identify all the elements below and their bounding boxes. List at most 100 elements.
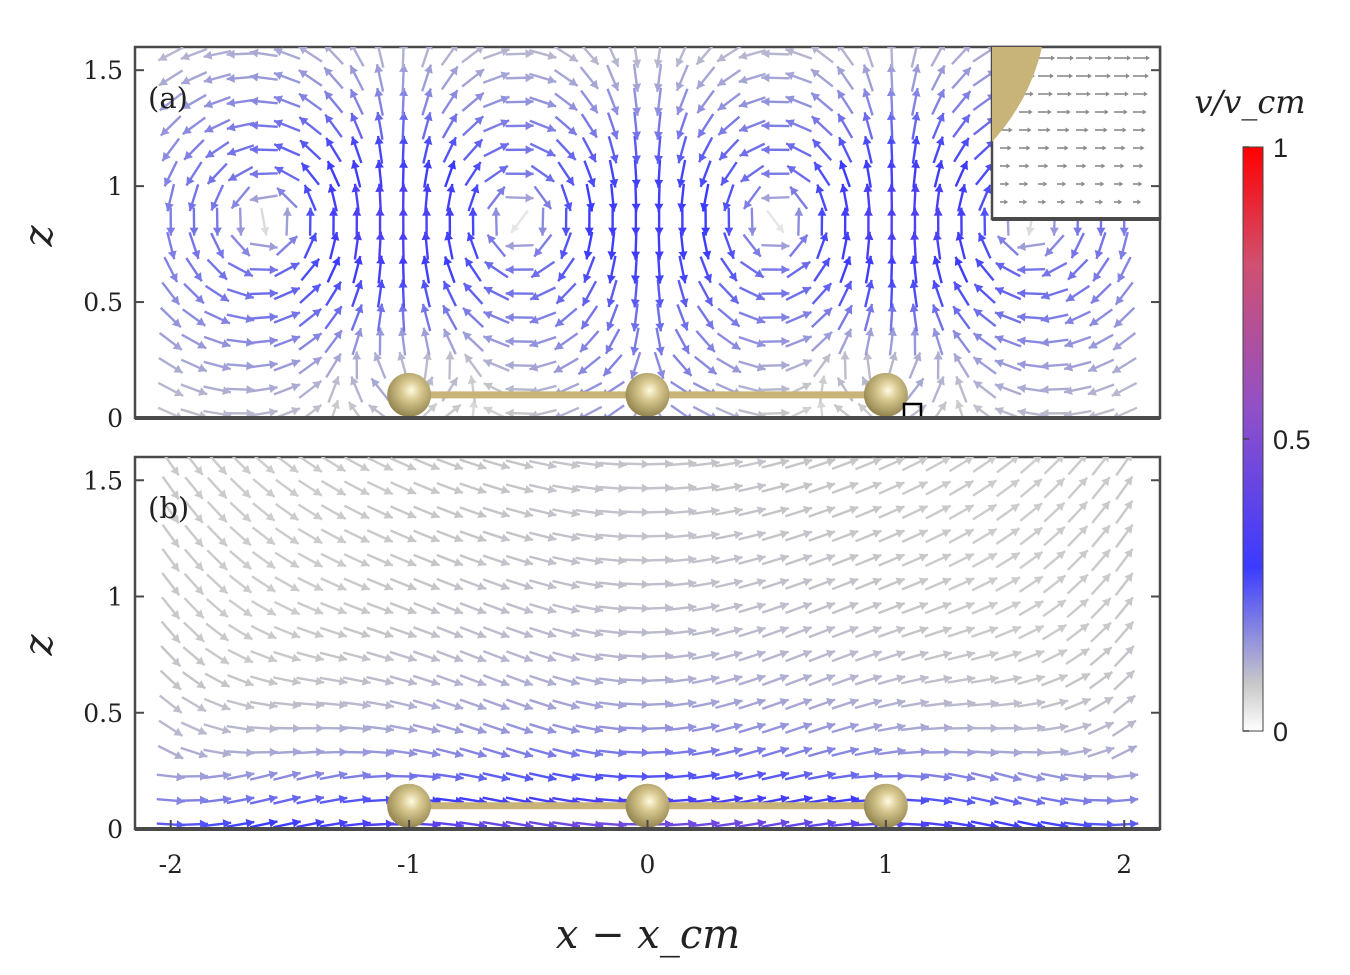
flow-arrow bbox=[554, 307, 578, 328]
flow-arrow bbox=[693, 355, 718, 376]
flow-arrow bbox=[366, 480, 394, 496]
flow-arrow bbox=[974, 258, 995, 282]
panel-b-xticks: -2 -1 0 1 2 bbox=[159, 820, 1132, 879]
flow-arrow bbox=[203, 748, 232, 758]
flow-arrow bbox=[784, 818, 813, 828]
flow-arrow bbox=[1043, 550, 1066, 571]
flow-arrow bbox=[442, 328, 457, 355]
flow-arrow bbox=[1113, 645, 1135, 668]
flow-arrow bbox=[210, 184, 225, 211]
flow-arrow bbox=[251, 600, 277, 617]
flow-arrow bbox=[887, 159, 897, 188]
flow-arrow bbox=[1088, 333, 1114, 350]
flow-arrow bbox=[1067, 476, 1089, 500]
flow-arrow bbox=[374, 159, 384, 188]
flow-arrow bbox=[948, 552, 975, 568]
flow-arrow bbox=[715, 650, 743, 662]
flow-arrow bbox=[674, 328, 691, 355]
flow-arrow bbox=[1017, 698, 1046, 708]
flow-arrow bbox=[1018, 575, 1044, 593]
flow-arrow bbox=[738, 96, 766, 109]
flow-arrow bbox=[303, 184, 317, 212]
flow-arrow bbox=[575, 532, 604, 542]
flow-arrow bbox=[272, 700, 302, 710]
flow-arrow bbox=[421, 255, 431, 284]
flow-arrow bbox=[226, 49, 255, 59]
flow-arrow bbox=[389, 577, 417, 591]
flow-arrow bbox=[1090, 548, 1112, 572]
flow-arrow bbox=[761, 312, 790, 322]
flow-arrow bbox=[249, 169, 278, 179]
flow-arrow bbox=[575, 556, 604, 566]
flow-arrow bbox=[630, 255, 640, 284]
x-axis-label: x − x_cm bbox=[556, 912, 740, 958]
flow-arrow bbox=[273, 119, 301, 133]
flow-arrow bbox=[761, 554, 790, 566]
flow-arrow bbox=[910, 183, 920, 212]
flow-arrow bbox=[366, 577, 394, 591]
flow-arrow bbox=[925, 528, 952, 544]
flow-arrow bbox=[228, 574, 253, 594]
flow-arrow bbox=[630, 303, 640, 332]
flow-arrow bbox=[204, 118, 231, 133]
flow-arrow bbox=[249, 120, 278, 130]
flow-arrow bbox=[529, 698, 557, 711]
flow-arrow bbox=[529, 311, 557, 324]
flow-arrow bbox=[862, 159, 872, 188]
ytick-label: 1.5 bbox=[83, 56, 123, 85]
flow-arrow bbox=[187, 184, 200, 212]
flow-arrow bbox=[469, 399, 479, 418]
flow-arrow bbox=[838, 160, 851, 188]
flow-arrow bbox=[716, 92, 741, 112]
flow-arrow bbox=[575, 820, 604, 829]
flow-arrow bbox=[159, 115, 182, 137]
flow-arrow bbox=[924, 577, 952, 591]
flow-arrow bbox=[808, 649, 836, 663]
flow-arrow bbox=[561, 207, 571, 236]
flow-arrow bbox=[296, 601, 324, 615]
flow-arrow bbox=[227, 261, 254, 278]
flow-arrow bbox=[1090, 572, 1112, 596]
flow-arrow bbox=[951, 90, 972, 114]
flow-arrow bbox=[442, 403, 462, 418]
flow-arrow bbox=[957, 183, 968, 212]
flow-arrow bbox=[785, 649, 813, 663]
flow-arrow bbox=[422, 351, 432, 380]
inset-flow-arrow bbox=[1000, 181, 1143, 187]
flow-arrow bbox=[389, 771, 418, 781]
flow-arrow bbox=[932, 327, 944, 356]
flow-arrow bbox=[909, 279, 919, 308]
flow-arrow bbox=[482, 310, 510, 325]
flow-arrow bbox=[329, 207, 339, 236]
flow-arrow bbox=[157, 381, 184, 397]
flow-arrow bbox=[530, 164, 556, 183]
flow-arrow bbox=[831, 601, 859, 615]
flow-arrow bbox=[739, 142, 766, 158]
flow-arrow bbox=[952, 305, 971, 330]
flow-arrow bbox=[738, 554, 766, 565]
flow-arrow bbox=[785, 577, 813, 590]
flow-arrow bbox=[583, 231, 594, 260]
flow-arrow bbox=[505, 97, 534, 107]
flow-arrow bbox=[840, 207, 850, 236]
flow-arrow bbox=[994, 359, 1022, 372]
flow-arrow bbox=[808, 457, 836, 470]
flow-arrow bbox=[855, 457, 882, 471]
flow-arrow bbox=[716, 69, 742, 87]
flow-arrow bbox=[947, 772, 976, 782]
flow-arrow bbox=[204, 310, 231, 325]
flow-arrow bbox=[203, 360, 232, 372]
flow-arrow bbox=[226, 288, 255, 300]
flow-arrow bbox=[1087, 721, 1115, 736]
flow-arrow bbox=[505, 772, 534, 783]
flow-arrow bbox=[715, 602, 743, 613]
flow-arrow bbox=[461, 47, 485, 64]
flow-arrow bbox=[862, 112, 874, 140]
flow-arrow bbox=[695, 47, 714, 66]
flow-arrow bbox=[483, 142, 510, 158]
flow-arrow bbox=[653, 87, 663, 116]
flow-arrow bbox=[598, 724, 627, 734]
flow-arrow bbox=[691, 746, 720, 756]
flow-arrow bbox=[607, 135, 619, 164]
flow-arrow bbox=[910, 327, 920, 356]
